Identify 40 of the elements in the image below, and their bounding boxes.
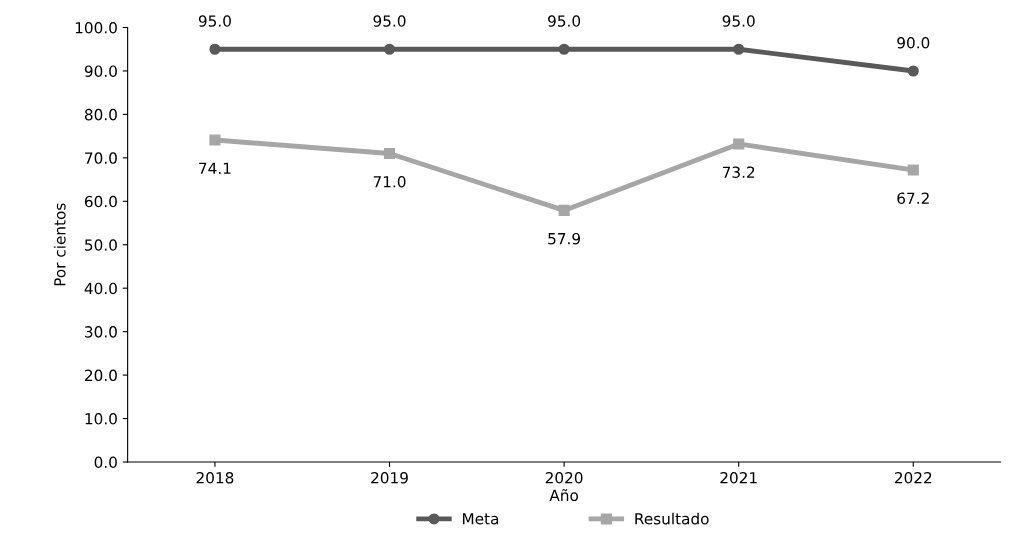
y-tick-label: 80.0 [84, 108, 117, 121]
point [383, 43, 396, 55]
y-tick-label: 40.0 [84, 282, 117, 295]
y-tick-label: 20.0 [85, 369, 117, 382]
point [733, 43, 745, 55]
y-axis-title: Por cientos [53, 203, 66, 286]
y-tick-label: 0.0 [94, 456, 117, 469]
y-tick-label: 30.0 [85, 326, 117, 338]
legend-label: Meta [462, 513, 499, 525]
data-label: 71.0 [373, 176, 406, 188]
data-label: 67.2 [897, 192, 929, 205]
data-label: 95.0 [722, 15, 755, 27]
legend-label: Resultado [635, 512, 709, 525]
x-axis-title: Año [549, 489, 579, 502]
point [209, 134, 221, 146]
point [907, 164, 919, 176]
data-label: 90.0 [897, 36, 930, 49]
x-tick-label: 2018 [196, 471, 234, 484]
data-label: 95.0 [373, 15, 406, 27]
y-tick-label: 70.0 [85, 152, 117, 164]
y-tick-label: 60.0 [84, 195, 117, 208]
point [209, 43, 221, 55]
data-label: 95.0 [198, 15, 231, 27]
data-label: 74.1 [199, 162, 231, 174]
y-tick-label: 50.0 [85, 239, 117, 251]
data-label: 95.0 [548, 15, 581, 27]
point [907, 65, 919, 77]
x-tick-label: 2020 [545, 471, 583, 484]
x-tick-label: 2021 [720, 471, 757, 484]
x-tick-label: 2019 [371, 471, 408, 484]
y-tick-label: 90.0 [84, 65, 117, 77]
point [558, 43, 570, 55]
data-label: 73.2 [722, 166, 755, 178]
x-tick-label: 2022 [894, 471, 932, 484]
y-tick-label: 100.0 [75, 21, 117, 34]
y-tick-label: 10.0 [85, 413, 117, 425]
point [383, 147, 396, 160]
point [558, 204, 570, 216]
data-label: 57.9 [548, 232, 581, 245]
point [733, 138, 745, 150]
